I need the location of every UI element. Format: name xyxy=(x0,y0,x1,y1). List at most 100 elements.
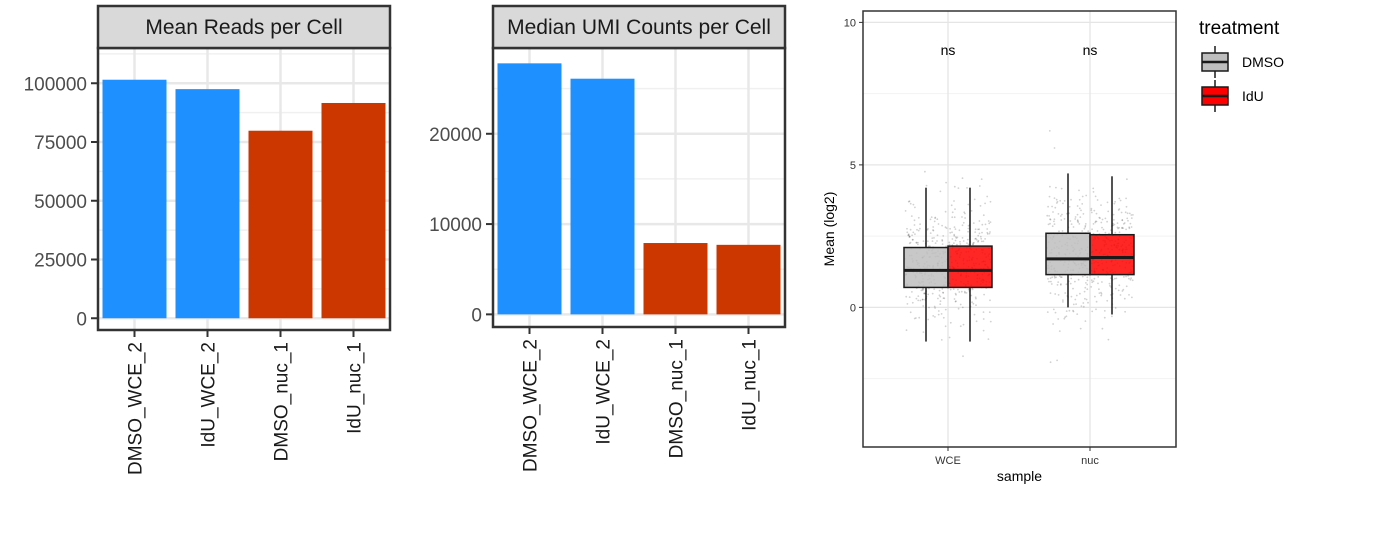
data-point xyxy=(955,293,957,296)
data-point xyxy=(1086,276,1089,279)
data-point xyxy=(927,227,929,230)
data-point xyxy=(1075,294,1078,297)
data-point xyxy=(949,288,952,291)
data-point xyxy=(926,228,929,231)
data-point xyxy=(934,216,937,219)
data-point xyxy=(944,325,947,328)
data-point xyxy=(1052,323,1054,325)
box-IdU-WCE xyxy=(947,187,993,342)
data-point xyxy=(934,242,937,245)
data-point xyxy=(913,219,916,222)
data-point xyxy=(1059,199,1062,202)
data-point xyxy=(1076,313,1079,315)
data-point xyxy=(1081,195,1084,198)
y-axis-title: Mean (log2) xyxy=(821,192,837,267)
data-point xyxy=(984,202,986,205)
data-point xyxy=(981,231,983,234)
x-tick-label: DMSO_nuc_1 xyxy=(667,339,688,458)
data-point xyxy=(953,216,956,219)
data-point xyxy=(908,296,911,298)
data-point xyxy=(966,242,968,245)
data-point xyxy=(962,355,964,358)
data-point xyxy=(1053,147,1056,149)
data-point xyxy=(934,307,936,309)
y-tick-label: 0 xyxy=(471,305,482,326)
data-point xyxy=(1061,230,1064,232)
data-point xyxy=(1118,284,1121,287)
data-point xyxy=(1128,226,1131,229)
data-point xyxy=(1125,228,1127,231)
bar-IdU_WCE_2 xyxy=(570,78,635,315)
data-point xyxy=(948,243,951,246)
data-point xyxy=(1060,276,1063,278)
data-point xyxy=(951,238,954,240)
data-point xyxy=(907,233,910,236)
data-point xyxy=(937,313,940,316)
data-point xyxy=(1081,275,1084,278)
data-point xyxy=(973,313,976,316)
data-point xyxy=(1069,220,1072,222)
data-point xyxy=(1048,280,1050,283)
data-point xyxy=(942,297,945,299)
data-point xyxy=(933,237,935,239)
data-point xyxy=(1104,217,1107,220)
bar-DMSO_WCE_2 xyxy=(497,63,562,315)
data-point xyxy=(1056,359,1058,362)
data-point xyxy=(1116,222,1119,225)
data-point xyxy=(941,239,944,241)
data-point xyxy=(910,215,913,218)
data-point xyxy=(1106,201,1109,204)
data-point xyxy=(1076,219,1079,222)
data-point xyxy=(1103,310,1106,312)
data-point xyxy=(950,204,953,207)
data-point xyxy=(912,203,915,206)
data-point xyxy=(1124,310,1126,313)
data-point xyxy=(1084,320,1087,322)
data-point xyxy=(1129,222,1132,225)
data-point xyxy=(1077,278,1080,281)
data-point xyxy=(972,222,975,225)
data-point xyxy=(1056,284,1059,286)
data-point xyxy=(966,238,969,241)
data-point xyxy=(1052,211,1054,213)
data-point xyxy=(961,237,964,239)
data-point xyxy=(1080,305,1083,307)
data-point xyxy=(909,311,912,314)
data-point xyxy=(917,229,920,232)
data-point xyxy=(1126,212,1129,215)
data-point xyxy=(1083,227,1086,230)
data-point xyxy=(1056,200,1059,203)
data-point xyxy=(1062,299,1064,301)
y-tick-label: 0 xyxy=(850,302,856,314)
data-point xyxy=(1055,186,1057,189)
data-point xyxy=(1047,205,1049,208)
data-point xyxy=(912,238,914,241)
data-point xyxy=(1077,221,1080,224)
box-IdU-nuc xyxy=(1089,176,1135,315)
data-point xyxy=(936,240,938,242)
data-point xyxy=(963,211,966,214)
data-point xyxy=(949,231,952,234)
data-point xyxy=(972,302,975,305)
data-point xyxy=(1112,213,1115,216)
data-point xyxy=(1087,301,1089,304)
data-point xyxy=(918,316,921,319)
data-point xyxy=(975,238,978,241)
data-point xyxy=(957,307,960,310)
data-point xyxy=(917,216,920,219)
data-point xyxy=(983,293,985,296)
data-point xyxy=(954,292,957,295)
data-point xyxy=(917,299,920,302)
data-point xyxy=(944,308,947,311)
data-point xyxy=(967,288,970,291)
data-point xyxy=(979,205,982,207)
data-point xyxy=(905,329,908,332)
data-point xyxy=(906,231,909,234)
data-point xyxy=(1098,216,1101,219)
data-point xyxy=(936,234,939,237)
data-point xyxy=(978,185,981,187)
data-point xyxy=(974,228,977,231)
data-point xyxy=(962,221,965,224)
data-point xyxy=(1087,230,1090,233)
data-point xyxy=(978,232,981,235)
